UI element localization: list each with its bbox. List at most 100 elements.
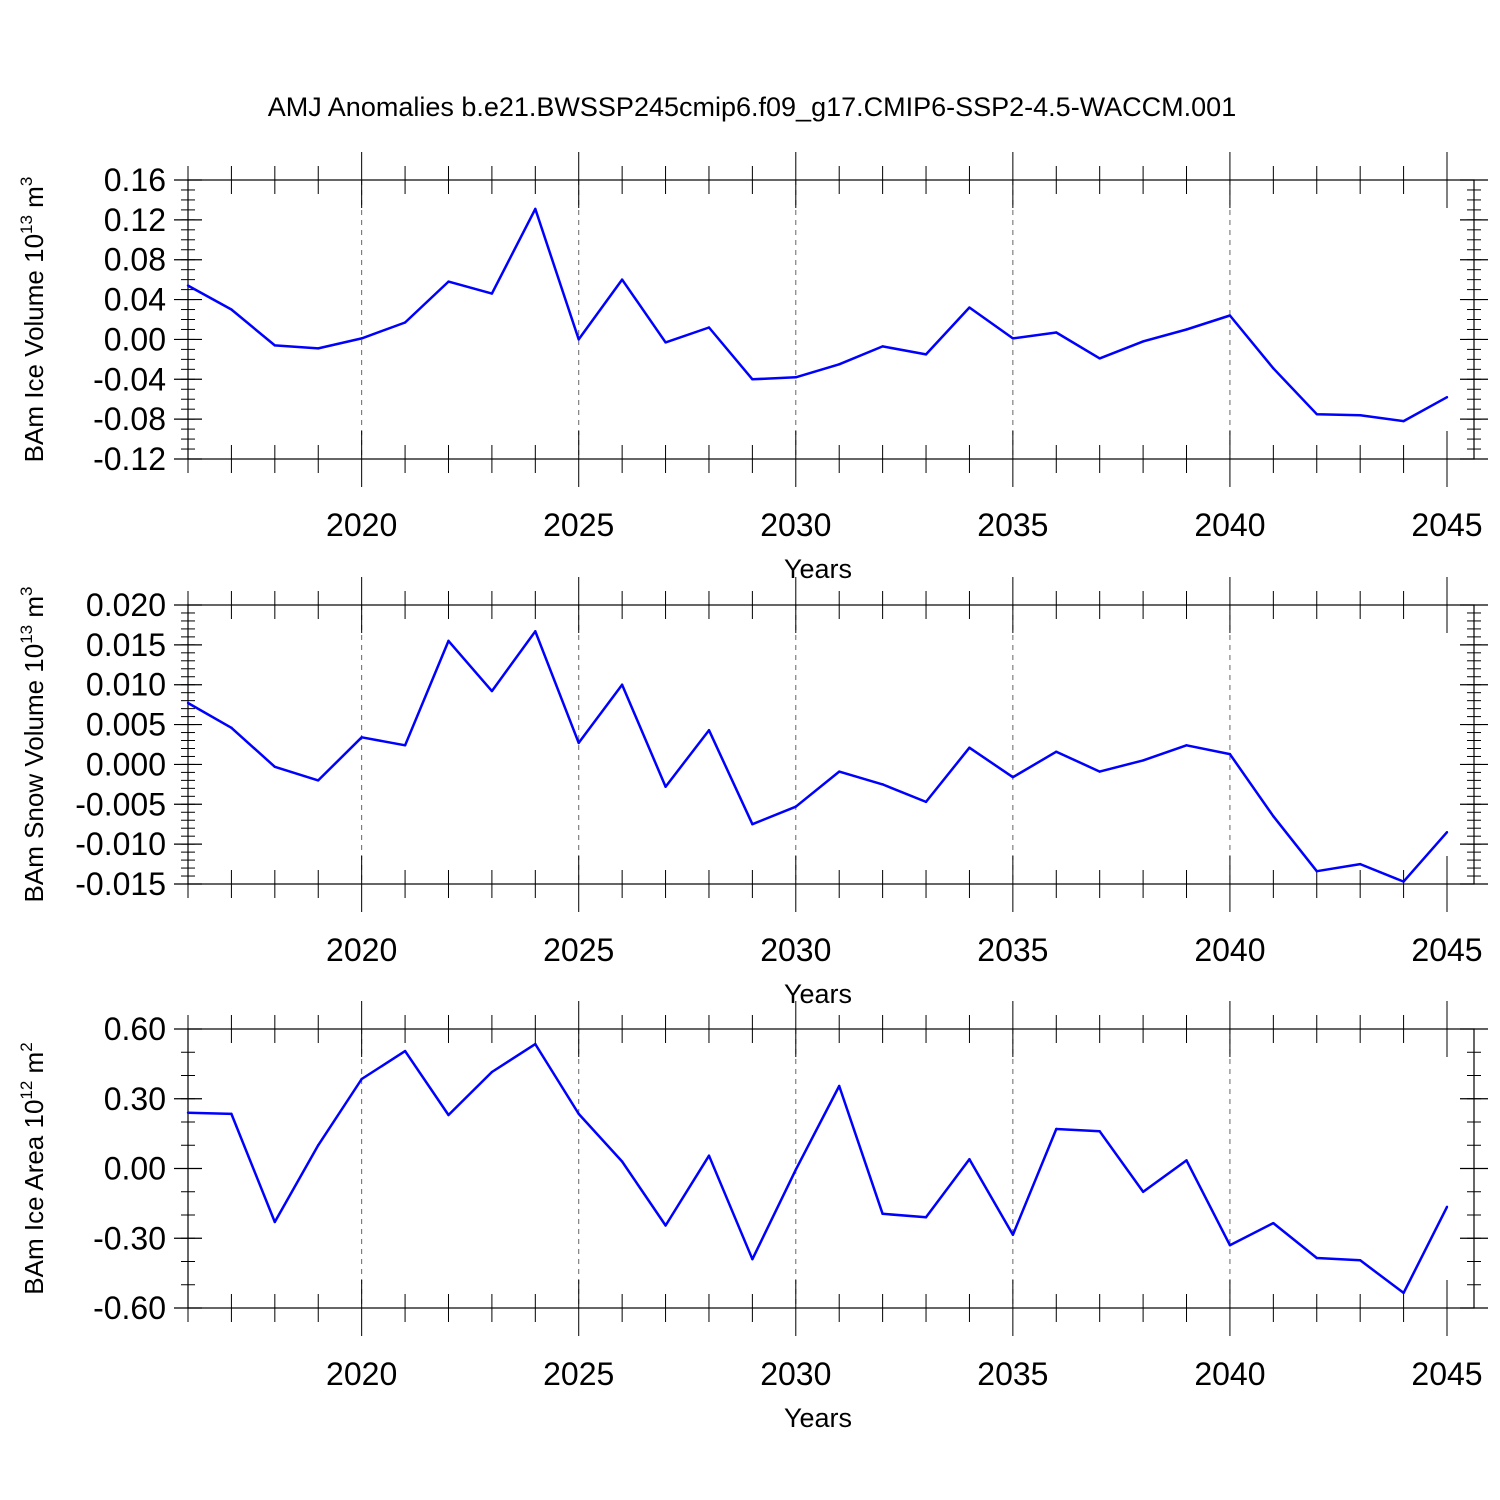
data-point [403,1049,407,1053]
data-series-line [187,207,1448,423]
y-tick-label: 0.30 [104,1081,166,1117]
data-point [881,345,884,348]
data-point [1011,1233,1015,1236]
data-point [707,326,711,329]
data-point [1055,750,1058,753]
y-tick-label: 0.020 [86,587,166,623]
data-point [1055,331,1058,334]
data-point [447,639,450,643]
data-point [186,1111,190,1114]
y-tick-label: -0.60 [93,1290,166,1326]
data-point [664,785,667,788]
y-axis-label: BAm Ice Area 1012 m2 [17,1042,49,1294]
data-point [838,770,841,773]
data-point [1011,775,1015,779]
y-tick-label: 0.00 [104,1151,166,1187]
data-point [403,744,407,747]
y-tick-label: -0.12 [93,441,166,477]
y-tick-label: 0.005 [86,707,166,743]
data-point [1185,1159,1188,1162]
x-tick-label: 2025 [543,1356,614,1392]
data-point [1272,815,1275,818]
y-tick-label: 0.00 [104,321,166,357]
data-point [838,1084,841,1088]
y-tick-label: 0.16 [104,162,166,198]
data-point [317,1144,320,1147]
data-point [794,376,797,379]
panel-3: -0.60 -0.30 0.00 0.30 0.60 2020 2025 2030 2035 20… [17,1001,1488,1433]
data-point [924,353,928,356]
x-tick-label: 2035 [977,1356,1048,1392]
data-point [360,1077,363,1081]
x-tick-label: 2040 [1194,1356,1265,1392]
x-tick-label: 2045 [1411,1356,1482,1392]
data-point [230,308,233,311]
panel-1: -0.12 -0.08 -0.04 0.000.04 0.08 0.12 0.16 2020 2… [17,152,1488,584]
data-point [1358,413,1362,417]
data-point [924,1216,928,1219]
data-point [1141,1190,1145,1193]
x-tick-label: 2045 [1411,507,1482,543]
data-point [1098,357,1101,360]
data-point [838,363,841,366]
data-point [1315,1256,1318,1260]
chart-title: AMJ Anomalies b.e21.BWSSP245cmip6.f09_g1… [268,92,1236,122]
x-axis-label: Years [784,979,852,1009]
x-tick-label: 2025 [543,507,614,543]
data-point [751,1257,754,1261]
data-point [1098,1130,1101,1133]
data-point [577,1112,580,1116]
data-point [1272,1221,1275,1225]
data-point [317,347,320,350]
data-point [490,689,494,693]
data-point [534,207,537,211]
y-tick-label: 0.000 [86,746,166,782]
data-point [447,1113,450,1117]
data-point [707,1154,711,1157]
data-point [968,306,971,309]
y-tick-label: -0.015 [75,866,166,902]
data-point [1141,759,1145,762]
x-tick-label: 2030 [760,507,831,543]
data-point [794,805,797,808]
data-point [1055,1127,1058,1131]
y-tick-label: -0.010 [75,826,166,862]
x-tick-label: 2020 [326,507,397,543]
data-point [577,338,580,341]
data-point [968,1158,971,1161]
data-point [1098,770,1101,773]
data-point [1228,752,1232,756]
data-point [1315,412,1318,416]
plot-frame [187,604,1475,885]
data-point [577,741,580,745]
data-point [881,783,884,786]
data-point [751,823,754,826]
data-point [1272,367,1275,370]
data-series-line [187,1042,1449,1295]
data-point [490,292,494,295]
data-point [1445,1205,1449,1209]
x-axis-label: Years [784,554,852,584]
data-point [794,1168,797,1171]
data-point [620,278,624,281]
data-point [924,800,928,804]
x-tick-label: 2045 [1411,932,1482,968]
data-point [1445,396,1449,399]
y-tick-label: 0.12 [104,202,166,238]
data-point [534,1042,537,1046]
data-point [1402,419,1405,423]
data-point [1315,870,1318,873]
x-tick-label: 2030 [760,932,831,968]
plot-frame [187,179,1475,460]
x-tick-label: 2035 [977,932,1048,968]
plot-frame [187,1028,1475,1309]
data-point [1228,314,1232,317]
x-axis-label: Years [784,1403,852,1433]
x-tick-label: 2040 [1194,932,1265,968]
data-point [1358,862,1362,866]
y-tick-label: 0.04 [104,282,166,318]
data-point [273,344,277,347]
data-point [360,736,363,739]
y-tick-label: -0.30 [93,1220,166,1256]
